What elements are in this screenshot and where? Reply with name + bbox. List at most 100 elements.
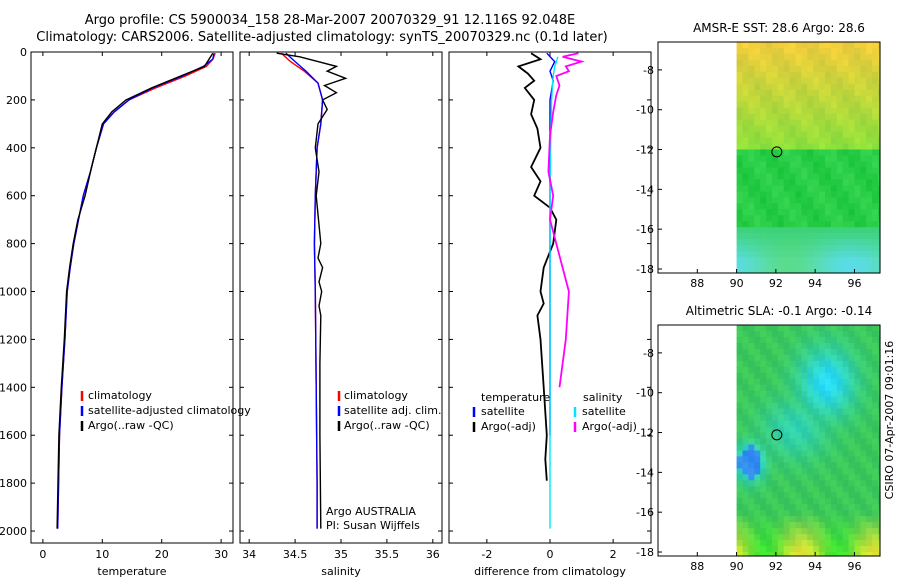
heatmap-cell <box>748 528 755 535</box>
heatmap-cell <box>854 456 861 463</box>
heatmap-cell <box>742 450 749 458</box>
legend-entry: satellite adj. clim. <box>344 404 441 417</box>
heatmap-cell <box>860 179 867 186</box>
x-tick-label: 30 <box>214 548 228 561</box>
heatmap-cell <box>760 221 767 228</box>
heatmap-cell <box>825 215 832 222</box>
heatmap-cell <box>783 125 791 133</box>
heatmap-cell <box>789 546 797 553</box>
heatmap-cell <box>783 251 791 258</box>
heatmap-cell <box>795 107 802 115</box>
heatmap-cell <box>789 251 797 258</box>
heatmap-cell <box>754 325 761 332</box>
heatmap-cell <box>742 53 749 61</box>
heatmap-cell <box>766 125 773 133</box>
heatmap-cell <box>807 354 814 362</box>
y-tick-label: -16 <box>636 223 654 236</box>
heatmap-cell <box>825 396 832 404</box>
heatmap-cell <box>825 107 832 115</box>
heatmap-cell <box>760 372 767 380</box>
heatmap-cell <box>766 59 773 67</box>
heatmap-cell <box>783 468 791 475</box>
heatmap-cell <box>836 492 844 499</box>
heatmap-cell <box>760 528 767 535</box>
heatmap-cell <box>748 101 755 109</box>
heatmap-cell <box>836 101 844 109</box>
heatmap-cell <box>766 498 773 505</box>
y-tick-label: -10 <box>636 387 654 400</box>
heatmap-cell <box>830 492 838 499</box>
heatmap-cell <box>801 331 808 338</box>
heatmap-cell <box>848 432 856 440</box>
heatmap-cell <box>795 221 802 228</box>
y-tick-label: -8 <box>643 347 654 360</box>
heatmap-cell <box>848 209 856 216</box>
heatmap-cell <box>854 498 861 505</box>
heatmap-cell <box>848 197 856 204</box>
heatmap-cell <box>807 83 814 91</box>
heatmap-cell <box>783 107 791 115</box>
heatmap-cell <box>813 53 820 61</box>
heatmap-cell <box>777 492 785 499</box>
heatmap-cell <box>842 119 850 127</box>
heatmap-cell <box>878 263 881 270</box>
heatmap-cell <box>842 191 850 198</box>
heatmap-cell <box>766 546 773 553</box>
heatmap-cell <box>848 480 856 487</box>
heatmap-cell <box>866 408 873 416</box>
heatmap-cell <box>842 372 850 380</box>
heatmap-cell <box>866 89 873 97</box>
heatmap-cell <box>783 42 791 49</box>
heatmap-cell <box>801 239 808 246</box>
heatmap-cell <box>760 396 767 404</box>
heatmap-cell <box>848 113 856 121</box>
heatmap-cell <box>766 42 773 49</box>
legend-entry: Argo(..raw -QC) <box>88 419 174 432</box>
heatmap-cell <box>866 528 873 535</box>
heatmap-cell <box>825 390 832 398</box>
heatmap-cell <box>771 390 779 398</box>
heatmap-cell <box>795 331 802 338</box>
heatmap-cell <box>766 396 773 404</box>
heatmap-cell <box>854 59 861 67</box>
heatmap-cell <box>819 77 826 85</box>
heatmap-cell <box>842 113 850 121</box>
heatmap-cell <box>872 378 879 386</box>
heatmap-cell <box>777 48 785 55</box>
heatmap-cell <box>748 179 755 186</box>
heatmap-cell <box>848 65 856 73</box>
heatmap-cell <box>825 173 832 180</box>
heatmap-cell <box>836 486 844 493</box>
heatmap-cell <box>830 426 838 434</box>
heatmap-cell <box>742 269 749 274</box>
heatmap-cell <box>742 191 749 198</box>
heatmap-cell <box>836 396 844 404</box>
heatmap-cell <box>748 95 755 103</box>
heatmap-cell <box>825 510 832 517</box>
heatmap-cell <box>795 534 802 541</box>
heatmap-cell <box>742 227 749 234</box>
heatmap-cell <box>789 331 797 338</box>
heatmap-cell <box>854 167 861 175</box>
heatmap-cell <box>830 107 838 115</box>
heatmap-cell <box>872 239 879 246</box>
heatmap-cell <box>777 239 785 246</box>
heatmap-cell <box>783 325 791 332</box>
heatmap-cell <box>783 378 791 386</box>
heatmap-cell <box>813 173 820 180</box>
heatmap-cell <box>748 516 755 523</box>
heatmap-cell <box>742 522 749 529</box>
heatmap-cell <box>878 372 881 380</box>
heatmap-cell <box>819 528 826 535</box>
heatmap-cell <box>736 203 744 210</box>
heatmap-cell <box>813 504 820 511</box>
legend-difference-panel: temperature salinitysatelliteArgo(-adj)sa… <box>472 391 637 433</box>
heatmap-cell <box>754 450 761 458</box>
heatmap-cell <box>866 113 873 121</box>
heatmap-cell <box>783 221 791 228</box>
heatmap-cell <box>801 546 808 553</box>
heatmap-cell <box>760 325 767 332</box>
heatmap-cell <box>872 131 879 139</box>
heatmap-cell <box>760 474 767 481</box>
heatmap-cell <box>742 143 749 151</box>
